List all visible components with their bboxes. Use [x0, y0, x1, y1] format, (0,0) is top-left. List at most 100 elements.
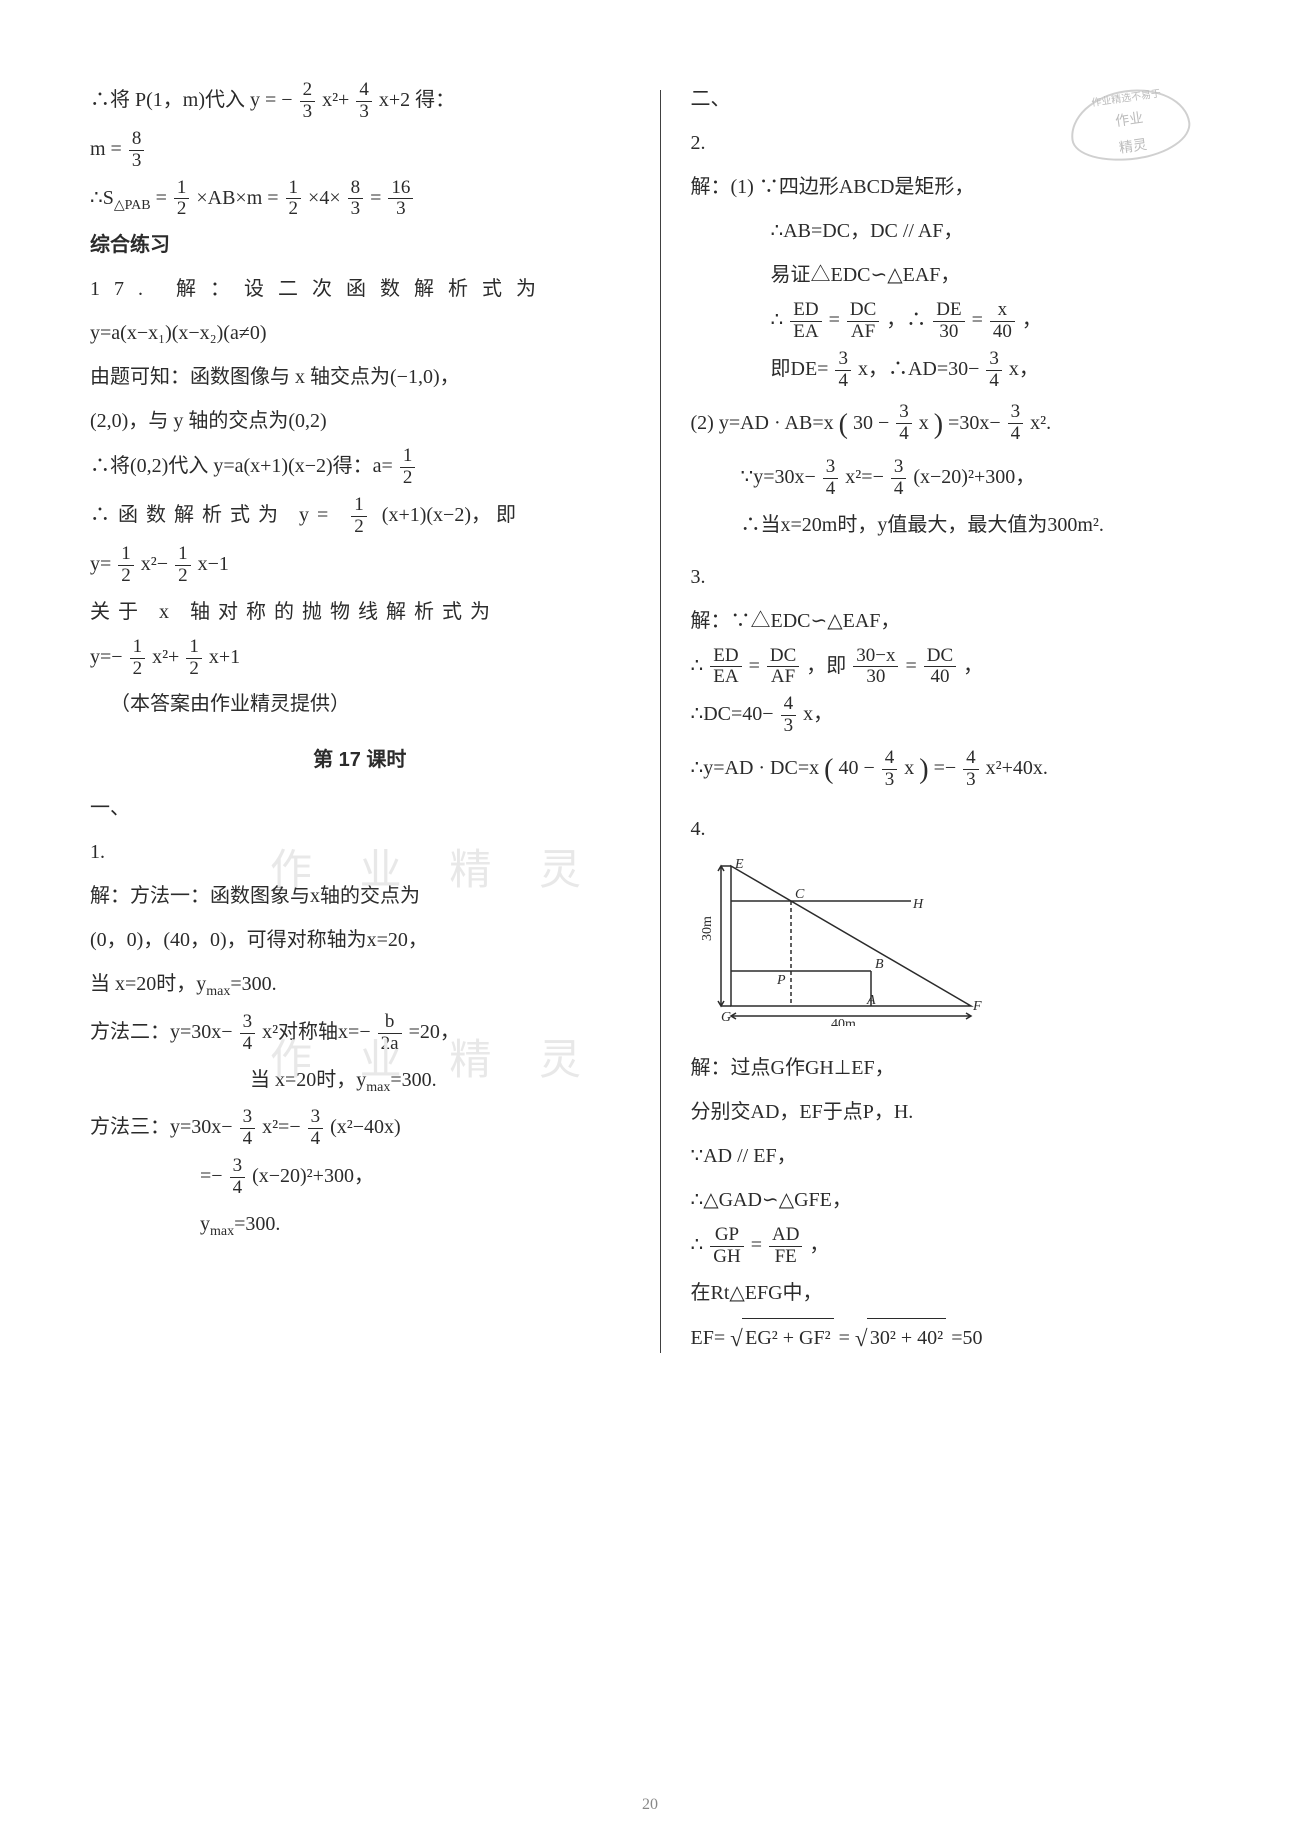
text: =: [156, 187, 172, 209]
label-C: C: [795, 887, 805, 902]
frac: 163: [388, 178, 413, 221]
text: ∴: [691, 1234, 704, 1256]
line-l5: y=a(x−x₁)(x−x₂)(a≠0): [90, 314, 630, 352]
line-l3: ∴S△PAB = 12 ×AB×m = 12 ×4× 83 = 163: [90, 178, 630, 221]
r4c: ∵AD // EF，: [691, 1137, 1231, 1175]
frac-8-3: 83: [129, 129, 145, 172]
text: ∴将(0,2)代入 y=a(x+1)(x−2)得：a=: [90, 455, 393, 477]
method1-c: 当 x=20时，ymax=300.: [90, 965, 630, 1006]
r3d: ∴y=AD · DC=x ( 40 − 43 x ) =− 43 x²+40x.: [691, 743, 1231, 796]
text: ∴将 P(1，m)代入 y = −: [90, 89, 293, 111]
text: x+2 得：: [379, 89, 455, 111]
text: (x+1)(x−2)， 即: [382, 504, 516, 526]
text: =300.: [230, 973, 276, 995]
line-l12: y=− 12 x²+ 12 x+1: [90, 637, 630, 680]
label-B: B: [875, 957, 884, 972]
frac: DCAF: [847, 300, 879, 343]
method3-b: =− 34 (x−20)²+300，: [90, 1156, 630, 1199]
text: =300.: [234, 1213, 280, 1235]
frac: 34: [891, 457, 907, 500]
text: x²=−: [845, 466, 884, 488]
text: x−1: [198, 553, 229, 575]
frac: EDEA: [710, 646, 741, 689]
line-l6: 由题可知：函数图像与 x 轴交点为(−1,0)，: [90, 358, 630, 396]
r4g: EF= EG² + GF² = 30² + 40² =50: [691, 1318, 1231, 1357]
text: ，: [809, 1234, 829, 1256]
sub: max: [206, 984, 230, 999]
text: x，: [803, 703, 833, 725]
line-l8: ∴将(0,2)代入 y=a(x+1)(x−2)得：a= 12: [90, 446, 630, 489]
text: (x−20)²+300，: [913, 466, 1035, 488]
text: ∴y=AD · DC=x: [691, 757, 820, 779]
frac: DE30: [933, 300, 964, 343]
frac: b2a: [378, 1012, 402, 1055]
sub: max: [210, 1224, 234, 1239]
r4d: ∴△GAD∽△GFE，: [691, 1181, 1231, 1219]
frac: 12: [400, 446, 416, 489]
heading-lesson-17: 第 17 课时: [90, 741, 630, 779]
text: x，: [1009, 358, 1039, 380]
text: ，: [1022, 309, 1042, 331]
sqrt2: 30² + 40²: [867, 1327, 946, 1349]
diagram-svg: E C H B P G A F 30m 40m: [691, 856, 991, 1026]
text: y=−: [90, 646, 123, 668]
text: x，∴AD=30−: [858, 358, 979, 380]
text: =: [370, 187, 386, 209]
line-l9: ∴函数解析式为 y= 12 (x+1)(x−2)， 即: [90, 495, 630, 538]
frac: GPGH: [710, 1225, 743, 1268]
left-column: 作 业 精 灵 作 业 精 灵 ∴将 P(1，m)代入 y = − 23 x²+…: [90, 80, 660, 1363]
text: 即DE=: [771, 358, 829, 380]
label-P: P: [776, 973, 786, 988]
frac-4-3: 43: [356, 80, 372, 123]
text: =−: [200, 1165, 223, 1187]
q3-label: 3.: [691, 558, 1231, 596]
text: x²+: [322, 89, 349, 111]
text: ×AB×m =: [196, 187, 283, 209]
frac: 12: [186, 637, 202, 680]
text: y: [200, 1213, 210, 1235]
method3-a: 方法三：y=30x− 34 x²=− 34 (x²−40x): [90, 1107, 630, 1150]
frac: DCAF: [767, 646, 799, 689]
text: x².: [1030, 411, 1051, 433]
paren: ): [919, 754, 928, 785]
page-number: 20: [0, 1790, 1300, 1820]
paren: (: [839, 409, 848, 440]
text: EF=: [691, 1327, 726, 1349]
text: 40 −: [838, 757, 879, 779]
text: x²−: [141, 553, 168, 575]
text: =20，: [409, 1021, 460, 1043]
line-l4: 17. 解：设二次函数解析式为: [90, 270, 630, 308]
text: ，即: [806, 655, 846, 677]
text: ，∴: [886, 309, 926, 331]
text: 当 x=20时，y: [90, 973, 206, 995]
frac: 30−x30: [853, 646, 898, 689]
text: (x−20)²+300，: [252, 1165, 374, 1187]
frac: 83: [348, 178, 364, 221]
label-G: G: [721, 1010, 731, 1025]
r2h: ∴当x=20m时，y值最大，最大值为300m².: [691, 506, 1231, 544]
frac: 34: [308, 1107, 324, 1150]
text: x²对称轴x=−: [262, 1021, 371, 1043]
r2g: ∵y=30x− 34 x²=− 34 (x−20)²+300，: [691, 457, 1231, 500]
method2-a: 方法二：y=30x− 34 x²对称轴x=− b2a =20，: [90, 1012, 630, 1055]
line-l2: m = 83: [90, 129, 630, 172]
text: ∴DC=40−: [691, 703, 774, 725]
text: (2) y=AD · AB=x: [691, 411, 834, 433]
q4-label: 4.: [691, 810, 1231, 848]
frac: 34: [240, 1107, 256, 1150]
frac: 34: [986, 349, 1002, 392]
method1-b: (0，0)，(40，0)，可得对称轴为x=20，: [90, 921, 630, 959]
frac: 12: [130, 637, 146, 680]
right-column: 作业精选不易于 作业 精灵 二、 2. 解：(1) ∵四边形ABCD是矩形， ∴…: [661, 80, 1231, 1363]
sub: △PAB: [114, 198, 151, 213]
r3b: ∴ EDEA = DCAF ，即 30−x30 = DC40 ，: [691, 646, 1231, 689]
r2f: (2) y=AD · AB=x ( 30 − 34 x ) =30x− 34 x…: [691, 398, 1231, 451]
text: x²+: [152, 646, 179, 668]
page: 作 业 精 灵 作 业 精 灵 ∴将 P(1，m)代入 y = − 23 x²+…: [0, 0, 1300, 1393]
frac: 34: [240, 1012, 256, 1055]
text: =: [829, 309, 840, 331]
text: y=: [90, 553, 111, 575]
r4b: 分别交AD，EF于点P，H.: [691, 1093, 1231, 1131]
text: =: [839, 1327, 850, 1349]
text: x²=−: [262, 1116, 301, 1138]
